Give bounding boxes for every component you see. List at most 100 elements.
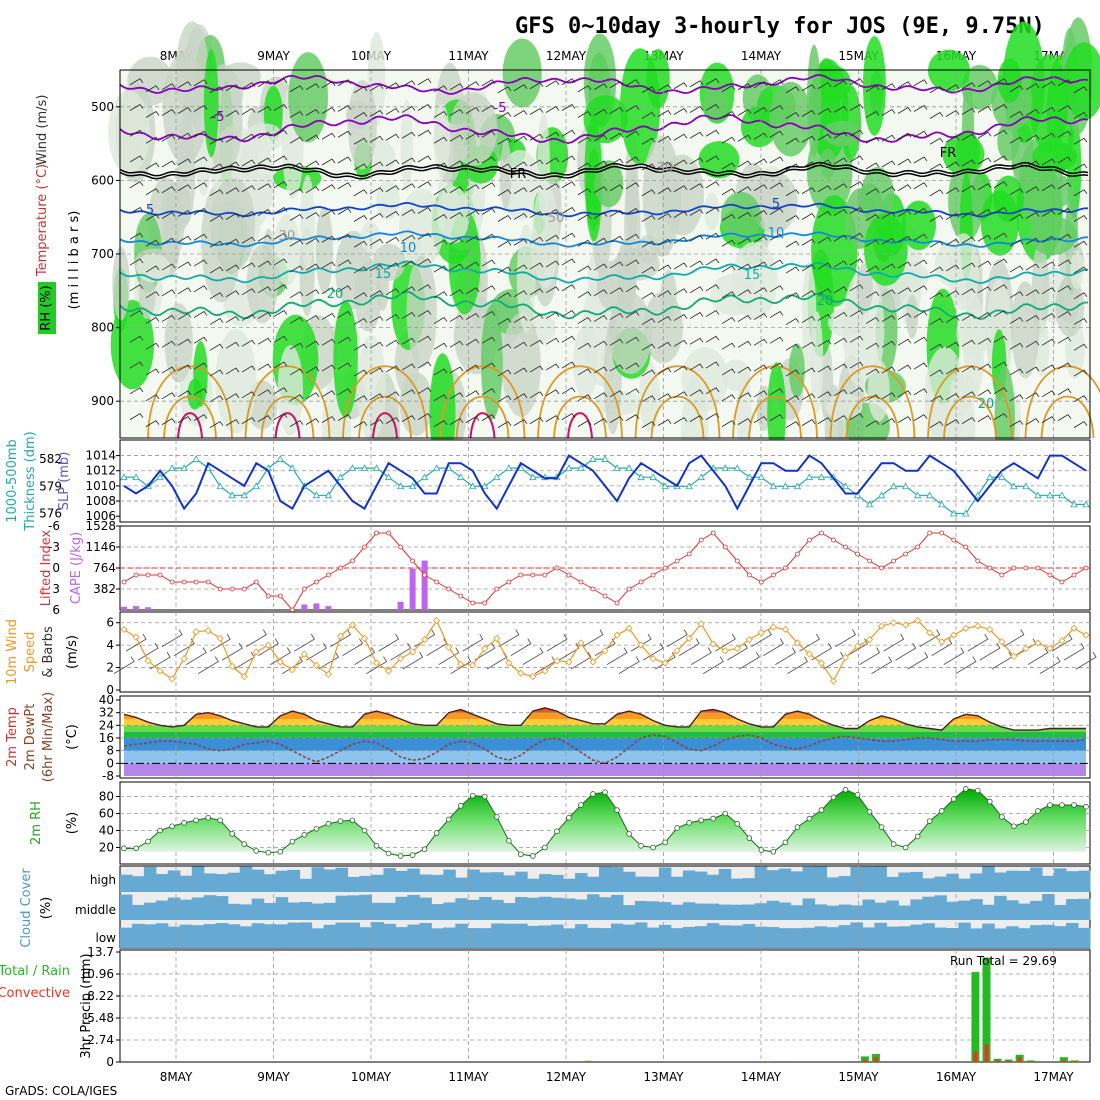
wind-barb: [369, 135, 384, 143]
wind-barb: [801, 187, 816, 195]
thickness-point: [926, 491, 934, 499]
rh2m-point: [325, 820, 332, 827]
cloud-block: [203, 873, 217, 892]
wind-barb: [209, 189, 224, 197]
cloud-block: [431, 928, 444, 948]
tick-label: 10.96: [80, 967, 114, 981]
rh-shade: [1055, 276, 1085, 337]
wind-barb: [465, 184, 480, 192]
cloud-block: [287, 869, 301, 892]
rh2m-point: [505, 837, 512, 844]
wind10-barb: [318, 651, 340, 670]
wind-barb: [545, 131, 560, 139]
wind-barb: [529, 417, 544, 424]
tick-label: 4: [106, 638, 114, 652]
thickness-point: [998, 473, 1006, 481]
cloud-block: [587, 876, 600, 892]
wind-barb: [161, 392, 176, 400]
wind10-point: [841, 653, 850, 662]
wind10-barb: [727, 642, 748, 661]
wind-barb: [833, 363, 848, 371]
wind-barb: [641, 395, 656, 403]
wind-barb: [817, 391, 832, 399]
wind10-barb: [1051, 633, 1073, 652]
wind-barb: [753, 235, 768, 243]
wind-barb: [753, 416, 768, 423]
cloud-block: [850, 866, 863, 892]
wind-barb: [689, 389, 704, 397]
wind-barb: [865, 342, 880, 350]
wind-barb: [625, 259, 640, 267]
cloud-block: [1018, 928, 1031, 948]
wind-barb: [657, 290, 672, 298]
precip-conv-bar: [1072, 1061, 1077, 1062]
lifted-index-point: [734, 558, 740, 564]
wind10-barb: [654, 651, 676, 670]
wind-barb: [929, 163, 944, 171]
wind-barb: [593, 160, 608, 168]
wind-barb: [401, 157, 416, 165]
wind-barb: [337, 285, 352, 293]
wind10-point: [240, 672, 248, 681]
rh-shade: [769, 81, 812, 157]
wind-barb: [977, 183, 992, 191]
contour-label: 20: [817, 294, 834, 309]
cloud-block: [970, 928, 983, 948]
lifted-index-point: [987, 565, 993, 571]
cloud-block: [610, 867, 624, 892]
wind-barb: [705, 310, 720, 317]
lifted-index-point: [506, 579, 512, 585]
wind-barb: [145, 188, 160, 196]
rh2m-point: [890, 841, 897, 847]
wind-barb: [401, 80, 416, 88]
cape-bar: [301, 604, 308, 610]
cloud-block: [167, 926, 181, 948]
wind-barb: [433, 368, 448, 376]
thickness-point: [420, 473, 429, 481]
wind-barb: [337, 156, 352, 164]
wind-barb: [321, 132, 336, 140]
wind-barb: [1057, 285, 1072, 293]
wind-barb: [481, 362, 496, 370]
rh2m-point: [1011, 823, 1017, 830]
cloud-block: [479, 896, 492, 920]
wind-barb: [625, 311, 640, 318]
wind-barb: [145, 420, 160, 427]
wind-barb: [721, 265, 736, 273]
wind-barb: [161, 340, 176, 348]
wind-barb: [401, 312, 416, 319]
rh2m-point: [361, 827, 368, 834]
li-tick: 3: [52, 582, 60, 596]
thickness-point: [384, 473, 393, 481]
wind-barb: [993, 129, 1008, 137]
wind-barb: [833, 208, 848, 216]
wind-barb: [497, 318, 512, 325]
contour-35: [177, 412, 203, 439]
wind-barb: [369, 238, 384, 246]
wind-barb: [561, 129, 576, 137]
wind-barb: [465, 235, 480, 243]
lifted-index-point: [169, 579, 175, 585]
wind-barb: [129, 284, 144, 292]
wind-barb: [961, 314, 976, 321]
wind10-point: [324, 670, 332, 678]
wind-barb: [1025, 392, 1040, 400]
wind10-barb: [522, 647, 544, 665]
wind-barb: [257, 183, 272, 191]
cloud-block: [539, 896, 552, 920]
cloud-block: [1030, 900, 1043, 920]
thickness-point: [853, 491, 862, 499]
cloud-block: [1030, 925, 1043, 948]
wind-barb: [1057, 259, 1072, 267]
lifted-index-point: [807, 537, 812, 543]
wind-barb: [801, 393, 816, 401]
wind-barb: [225, 264, 240, 272]
cloud-block: [419, 922, 432, 948]
wind-barb: [625, 414, 640, 421]
rh2m-point: [674, 825, 680, 831]
wind-barb: [897, 416, 912, 423]
cloud-block: [191, 897, 205, 920]
rh2m-point: [758, 847, 765, 853]
wind10-point: [878, 622, 886, 630]
